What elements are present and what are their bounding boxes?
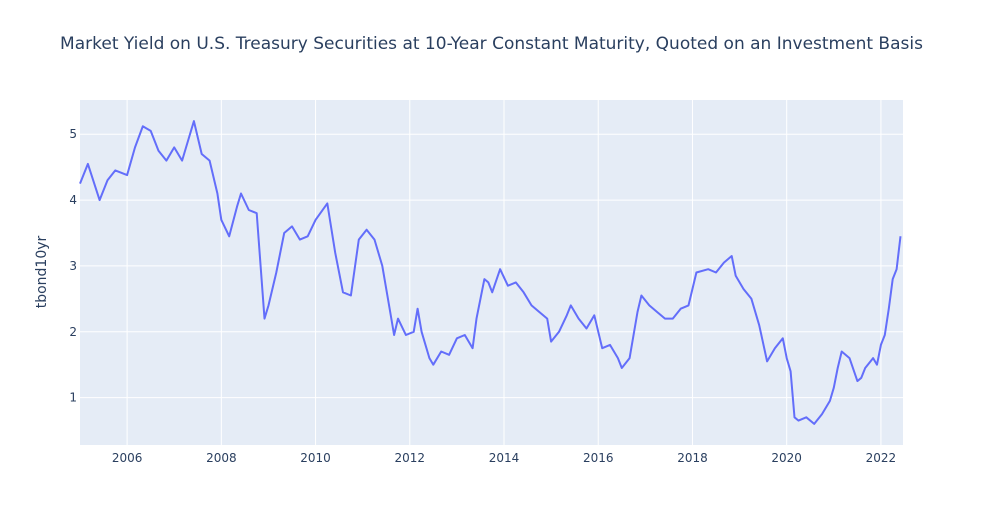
x-tick-label: 2022 [866, 451, 897, 465]
y-axis-title: tbond10yr [34, 235, 50, 308]
y-tick-label: 1 [69, 391, 77, 405]
y-tick-label: 2 [69, 325, 77, 339]
x-tick-label: 2012 [395, 451, 426, 465]
x-tick-label: 2016 [583, 451, 614, 465]
x-tick-label: 2018 [677, 451, 708, 465]
x-tick-label: 2020 [771, 451, 802, 465]
x-tick-label: 2008 [206, 451, 237, 465]
y-tick-label: 4 [69, 193, 77, 207]
y-tick-label: 5 [69, 127, 77, 141]
x-tick-label: 2006 [112, 451, 143, 465]
plot-background [80, 100, 903, 445]
x-tick-label: 2014 [489, 451, 520, 465]
y-tick-label: 3 [69, 259, 77, 273]
x-tick-label: 2010 [300, 451, 331, 465]
